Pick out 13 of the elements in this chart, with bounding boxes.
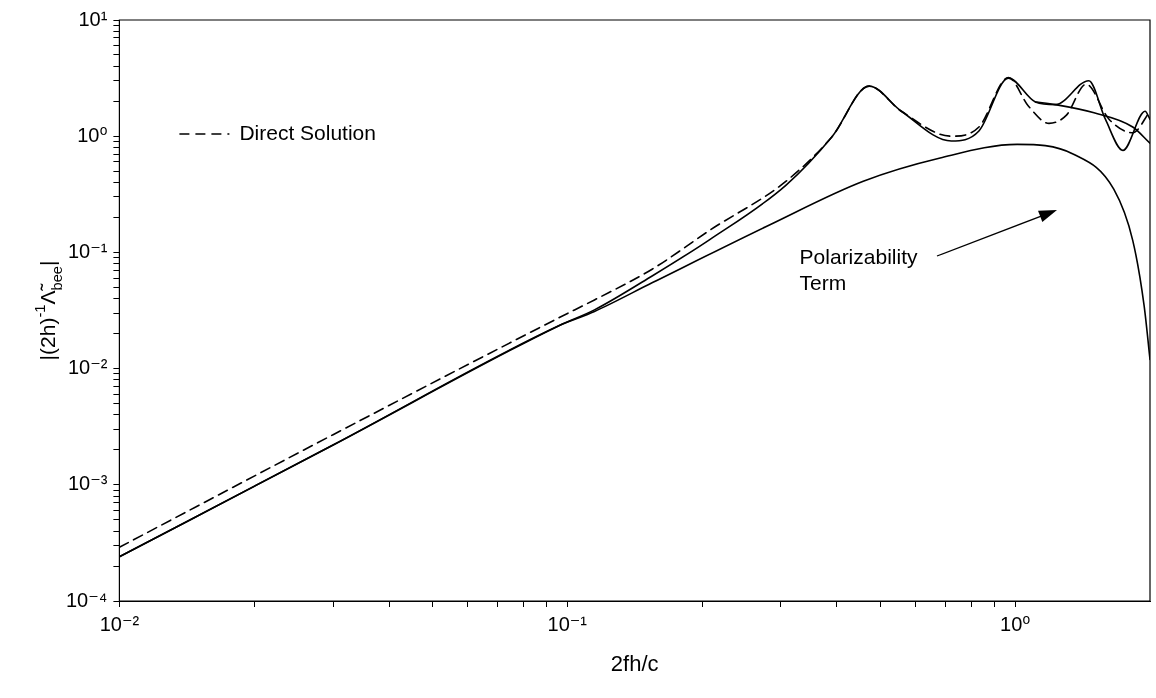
y-axis-title: |(2h)-1Λ̃bee| [32, 260, 65, 361]
y-tick-label: 10⁻³ [67, 472, 108, 495]
y-tick-label: 10⁻² [67, 356, 108, 379]
x-tick-label: 10⁻² [99, 612, 140, 635]
y-tick-label: 10⁻⁴ [65, 588, 108, 611]
y-tick-label: 10⁰ [77, 123, 108, 146]
y-tick-label: 10¹ [78, 7, 108, 30]
legend-label: Direct Solution [239, 120, 376, 144]
annotation: Polarizability Term [799, 245, 918, 295]
x-tick-label: 10⁰ [1000, 612, 1031, 635]
y-tick-label: 10⁻¹ [67, 239, 108, 262]
x-axis-title: 2fh/c [610, 651, 659, 676]
x-tick-label: 10⁻¹ [547, 612, 588, 635]
